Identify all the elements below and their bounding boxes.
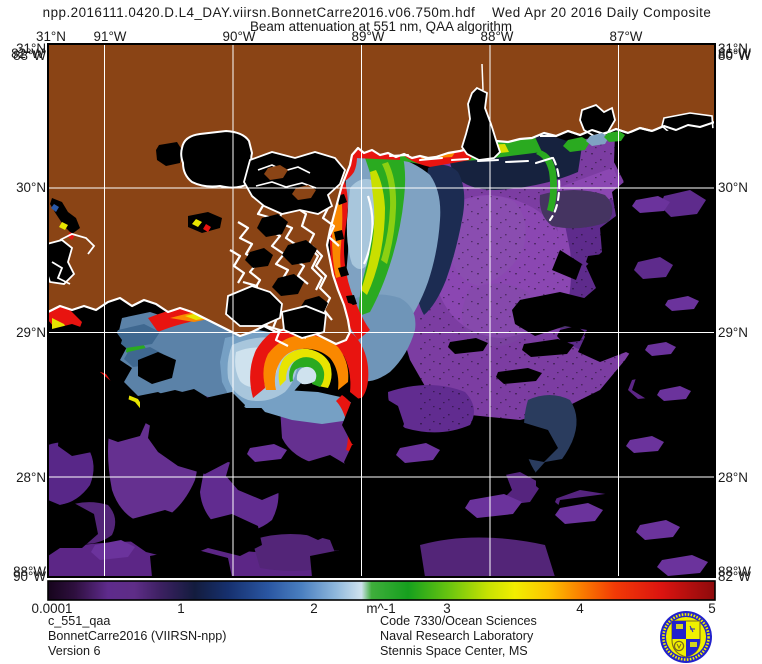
svg-text:88°W: 88°W bbox=[13, 564, 46, 579]
svg-text:28°N: 28°N bbox=[16, 470, 46, 485]
svg-text:90°W: 90°W bbox=[13, 569, 46, 584]
svg-text:88°W: 88°W bbox=[481, 29, 514, 44]
svg-text:91°W: 91°W bbox=[94, 29, 127, 44]
svg-text:28°N: 28°N bbox=[718, 470, 748, 485]
svg-text:90°W: 90°W bbox=[223, 29, 256, 44]
svg-text:31°N: 31°N bbox=[36, 29, 66, 44]
svg-text:86°W: 86°W bbox=[718, 46, 751, 61]
svg-text:c_551_qaa: c_551_qaa bbox=[48, 614, 110, 628]
svg-text:31°N: 31°N bbox=[718, 41, 748, 56]
svg-text:Version 6: Version 6 bbox=[48, 644, 101, 658]
svg-text:87°W: 87°W bbox=[610, 29, 643, 44]
svg-text:88°W: 88°W bbox=[718, 564, 751, 579]
svg-text:1: 1 bbox=[177, 601, 184, 616]
svg-text:Beam attenuation at 551 nm, QA: Beam attenuation at 551 nm, QAA algorith… bbox=[250, 19, 512, 34]
svg-text:29°N: 29°N bbox=[16, 325, 46, 340]
svg-text:0.0001: 0.0001 bbox=[32, 601, 73, 616]
svg-text:4: 4 bbox=[576, 601, 584, 616]
svg-text:88°W: 88°W bbox=[13, 48, 46, 63]
svg-text:30°N: 30°N bbox=[16, 180, 46, 195]
svg-text:82°W: 82°W bbox=[718, 569, 751, 584]
svg-text:npp.2016111.0420.D.L4_DAY.viir: npp.2016111.0420.D.L4_DAY.viirsn.BonnetC… bbox=[43, 5, 712, 20]
svg-text:2: 2 bbox=[310, 601, 317, 616]
svg-text:Naval Research Laboratory: Naval Research Laboratory bbox=[380, 629, 534, 643]
svg-text:3: 3 bbox=[443, 601, 450, 616]
svg-text:5: 5 bbox=[708, 601, 715, 616]
svg-text:BonnetCarre2016 (VIIRSN-npp): BonnetCarre2016 (VIIRSN-npp) bbox=[48, 629, 227, 643]
svg-text:Stennis Space Center, MS: Stennis Space Center, MS bbox=[380, 644, 528, 658]
svg-text:29°N: 29°N bbox=[718, 325, 748, 340]
svg-text:89°W: 89°W bbox=[352, 29, 385, 44]
svg-text:m^-1: m^-1 bbox=[366, 601, 395, 616]
svg-text:80°W: 80°W bbox=[718, 48, 751, 63]
svg-text:30°N: 30°N bbox=[718, 180, 748, 195]
svg-text:Code 7330/Ocean Sciences: Code 7330/Ocean Sciences bbox=[380, 614, 537, 628]
svg-text:82°W: 82°W bbox=[11, 46, 44, 61]
svg-text:31°N: 31°N bbox=[16, 41, 46, 56]
